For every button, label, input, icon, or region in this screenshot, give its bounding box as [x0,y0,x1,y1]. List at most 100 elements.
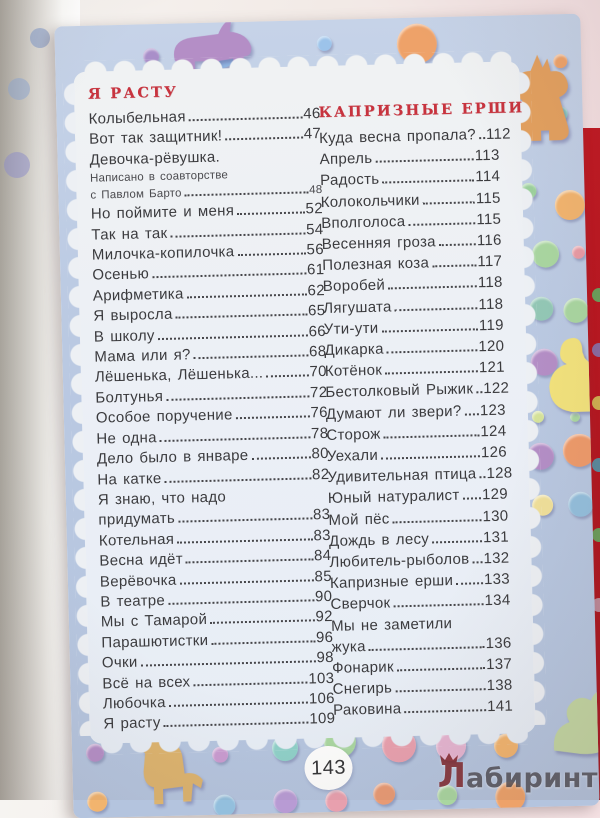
background-dot [8,78,30,100]
dotted-leader [157,334,308,340]
dotted-leader [140,660,316,667]
duck-icon [549,337,600,412]
polka-dot-border [54,14,597,817]
toc-page-number: 114 [475,168,501,186]
cover-dot [592,396,600,410]
dotted-leader [395,688,486,693]
dotted-leader [159,436,311,442]
toc-page-number: 115 [475,189,501,207]
dotted-leader [464,412,480,416]
toc-page-number: 128 [486,464,513,483]
toc-page-number: 136 [485,634,512,653]
dotted-leader [175,313,308,319]
toc-page-number: 118 [478,295,504,313]
polka-dot [213,794,236,817]
section-heading: Я РАСТУ [87,83,179,103]
cover-dot [592,528,600,542]
polka-dot [554,189,586,221]
toc-page-number: 122 [483,379,510,398]
dotted-leader [170,232,306,238]
dotted-leader [168,599,315,605]
dotted-leader [193,354,309,360]
toc-page-number: 129 [481,486,509,504]
dotted-leader [394,306,478,311]
dotted-leader [375,158,474,163]
section-heading: КАПРИЗНЫЕ ЕРШИ [318,99,525,122]
dotted-leader [422,200,475,205]
dotted-leader [152,272,307,279]
dotted-leader [385,370,478,375]
toc-column-ya-rastu: Я РАСТУ Колыбельная 46 Вот так защитник! 47… [88,80,336,735]
toc-page-number: 124 [480,422,507,441]
dotted-leader [456,582,484,586]
polka-dot [372,782,396,805]
dotted-leader [408,222,476,226]
dotted-leader [393,603,484,608]
squirrel-icon [553,691,600,755]
dotted-leader [368,646,485,651]
cover-dot [592,288,600,302]
toc-page-number: 117 [477,252,503,271]
toc-page-number: 137 [485,655,513,674]
dotted-leader [396,667,486,672]
dotted-leader [404,709,487,714]
toc-page-number: 106 [308,689,336,708]
toc-page-number: 112 [485,125,511,144]
dotted-leader [432,540,483,544]
dotted-leader [392,518,482,524]
dotted-leader [462,497,482,501]
dotted-leader [168,701,309,707]
dotted-leader [382,179,475,184]
toc-page-number: 103 [308,669,335,688]
polka-dot [325,789,348,813]
cover-dot [592,343,600,357]
polka-dot [567,491,594,518]
dotted-leader [237,211,305,216]
toc-page-number: 141 [486,698,514,716]
dotted-leader [225,136,303,141]
dotted-leader [472,561,483,564]
toc-page-number: 132 [483,549,510,568]
labirint-watermark: Л абиринт [438,753,598,794]
dotted-leader [381,455,481,460]
book-page: Я РАСТУ Колыбельная 46 Вот так защитник! 47… [54,13,600,818]
dotted-leader [193,681,308,686]
toc-entry: Куда весна пропала? 112 [318,125,511,148]
toc-page-number: 113 [474,146,500,165]
polka-dot [571,245,586,259]
toc-page-number: 123 [479,401,507,419]
toc-entries: Колыбельная 46 Вот так защитник! 47 Девочка-… [88,104,335,735]
toc-page-number: 134 [484,592,511,610]
dotted-leader [266,374,309,378]
dotted-leader [432,264,477,268]
dotted-leader [479,476,486,479]
dotted-leader [386,349,478,354]
polka-dot [87,791,108,812]
background-dot [30,28,50,48]
labirint-logo-icon: Л [438,753,466,793]
toc-entries: Куда весна пропала? 112 Апрель 113 Радость 11… [319,124,513,722]
toc-column-kapriznye-ershi: КАПРИЗНЫЕ ЕРШИ Куда весна пропала? 112 Апр… [318,99,525,722]
dotted-leader [235,415,310,420]
toc-page-number: 116 [476,231,502,250]
dotted-leader [237,252,306,257]
dotted-leader [211,640,316,645]
dotted-leader [164,476,312,483]
dotted-leader [185,558,314,564]
dotted-leader [177,538,313,544]
dotted-leader [383,434,480,439]
dotted-leader [251,456,311,460]
dotted-leader [210,619,315,625]
toc-page-number: 138 [486,676,513,695]
page-number: 143 [304,745,354,791]
dotted-leader [479,137,486,140]
polka-dot [273,788,298,814]
toc-page-number: 119 [478,316,504,335]
dotted-leader [438,243,476,247]
dotted-leader [188,116,303,122]
toc-page-number: 133 [483,570,511,589]
dotted-leader [166,395,310,401]
dotted-leader [179,578,314,585]
toc-page-number: 130 [482,507,509,525]
